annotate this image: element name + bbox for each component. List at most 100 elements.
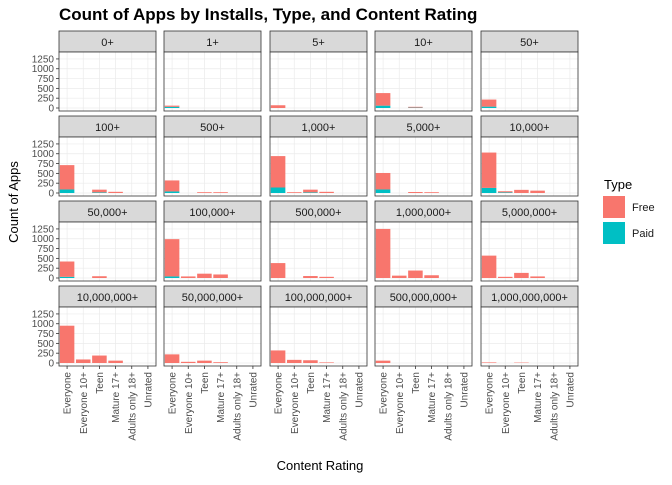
bar-paid — [482, 107, 497, 108]
bar-free — [392, 276, 407, 278]
bar-paid — [165, 191, 180, 193]
x-tick-label: Mature 17+ — [216, 372, 227, 423]
bar-free — [482, 153, 497, 188]
legend-title: Type — [604, 177, 632, 192]
panel-background — [270, 52, 367, 111]
facet-panel: 500+ — [164, 116, 261, 196]
bar-free — [319, 192, 334, 193]
facet-strip-label: 50+ — [520, 37, 539, 49]
bar-paid — [376, 106, 391, 108]
bar-free — [303, 360, 318, 363]
bar-paid — [60, 277, 75, 278]
legend-key-paid — [603, 222, 625, 244]
bar-paid — [60, 189, 75, 193]
x-tick-label: Adults only 18+ — [338, 372, 349, 441]
y-tick-label: 750 — [37, 74, 54, 85]
facet-strip-label: 10+ — [414, 37, 433, 49]
y-tick-label: 0 — [48, 274, 54, 285]
bar-free — [408, 107, 423, 108]
y-tick-label: 500 — [37, 254, 54, 265]
y-tick-label: 500 — [37, 169, 54, 180]
bar-free — [408, 192, 423, 193]
facet-panel: 1+ — [164, 31, 261, 111]
bar-free — [197, 361, 212, 363]
bar-free — [165, 239, 180, 276]
bar-paid — [165, 276, 180, 278]
x-tick-label: Adults only 18+ — [549, 372, 560, 441]
x-tick-label: Everyone — [485, 372, 496, 415]
bar-free — [165, 180, 180, 191]
x-tick-label: Everyone — [63, 372, 74, 415]
x-tick-label: Unrated — [354, 372, 365, 408]
y-tick-label: 0 — [48, 104, 54, 115]
y-axis-label: Count of Apps — [6, 161, 21, 243]
bar-free — [271, 105, 286, 108]
panel-background — [59, 52, 156, 111]
facet-panel: 5,000+ — [375, 116, 472, 196]
facet-panel: 1,000+ — [270, 116, 367, 196]
facet-strip-label: 0+ — [101, 37, 114, 49]
y-tick-label: 1250 — [32, 54, 55, 65]
x-axis-label: Content Rating — [277, 458, 364, 473]
facet-strip-label: 1,000,000+ — [396, 207, 451, 219]
facet-strip-label: 500+ — [200, 122, 225, 134]
facet-panel: 500,000+ — [270, 201, 367, 281]
bar-free — [181, 276, 196, 278]
y-tick-label: 250 — [37, 264, 54, 275]
y-tick-label: 1250 — [32, 224, 55, 235]
x-tick-label: Unrated — [565, 372, 576, 408]
facet-panel: 10,000+ — [481, 116, 578, 196]
legend-key-free — [603, 196, 625, 218]
bar-free — [376, 361, 391, 363]
bar-free — [376, 229, 391, 278]
bar-free — [108, 361, 123, 363]
y-tick-label: 750 — [37, 159, 54, 170]
panel-background — [164, 52, 261, 111]
facet-strip-label: 50,000+ — [87, 207, 127, 219]
bar-free — [76, 359, 91, 363]
bar-free — [60, 262, 75, 277]
bar-free — [108, 192, 123, 193]
bar-paid — [482, 188, 497, 193]
facet-strip-label: 100,000+ — [189, 207, 235, 219]
bar-free — [271, 263, 286, 278]
bar-free — [482, 256, 497, 278]
x-tick-label: Teen — [517, 372, 528, 394]
facet-strip-label: 10,000+ — [509, 122, 549, 134]
x-tick-label: Unrated — [459, 372, 470, 408]
x-tick-label: Mature 17+ — [427, 372, 438, 423]
bar-free — [498, 277, 513, 278]
y-tick-label: 1000 — [32, 149, 55, 160]
bar-free — [165, 106, 180, 107]
x-tick-label: Teen — [95, 372, 106, 394]
facet-panel: 100,000+ — [164, 201, 261, 281]
bar-free — [287, 192, 302, 193]
bar-free — [213, 362, 228, 363]
x-tick-label: Everyone 10+ — [395, 372, 406, 434]
facet-strip-label: 5+ — [312, 37, 325, 49]
facet-strip-label: 500,000,000+ — [390, 292, 458, 304]
y-tick-label: 250 — [37, 179, 54, 190]
bar-free — [60, 326, 75, 363]
y-tick-label: 0 — [48, 359, 54, 370]
facet-strip-label: 50,000,000+ — [182, 292, 243, 304]
bar-free — [197, 192, 212, 193]
x-tick-label: Adults only 18+ — [443, 372, 454, 441]
bar-free — [197, 274, 212, 278]
chart-title: Count of Apps by Installs, Type, and Con… — [59, 5, 477, 24]
bar-free — [271, 350, 286, 363]
bar-free — [482, 100, 497, 107]
y-tick-label: 1000 — [32, 319, 55, 330]
bar-free — [92, 190, 107, 193]
x-tick-label: Everyone 10+ — [184, 372, 195, 434]
legend-label: Free — [632, 202, 655, 214]
y-tick-label: 250 — [37, 94, 54, 105]
facet-strip-label: 5,000+ — [407, 122, 441, 134]
x-tick-label: Mature 17+ — [533, 372, 544, 423]
bar-paid — [92, 192, 107, 193]
bar-free — [498, 191, 513, 192]
